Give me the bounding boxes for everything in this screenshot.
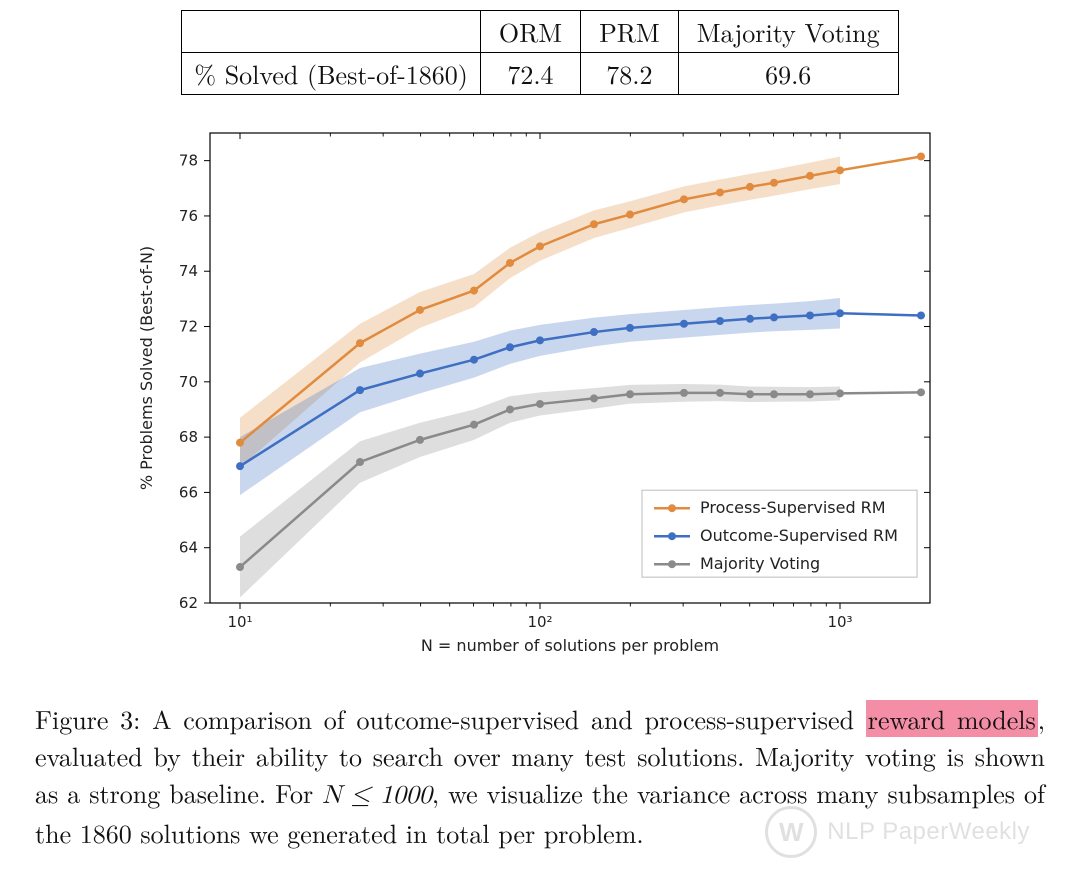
- table-header-row: ORM PRM Majority Voting: [182, 11, 898, 53]
- svg-text:78: 78: [179, 152, 198, 170]
- page-root: ORM PRM Majority Voting % Solved (Best-o…: [0, 0, 1080, 890]
- caption-math: N ≤ 1000: [322, 783, 432, 809]
- chart-container: 62 64 66 68 70 72 74 76 78 10¹ 10² 10³ N = number of…: [120, 113, 960, 673]
- table-data-row: % Solved (Best-of-1860) 72.4 78.2 69.6: [182, 53, 898, 95]
- caption-prefix: Figure 3: A comparison of outcome-superv…: [35, 700, 866, 737]
- col-majority: Majority Voting: [678, 11, 898, 53]
- caption-highlight: reward models: [866, 700, 1038, 737]
- svg-text:76: 76: [179, 207, 198, 225]
- svg-text:10³: 10³: [827, 613, 852, 631]
- svg-text:74: 74: [179, 262, 198, 280]
- val-prm: 78.2: [581, 53, 679, 95]
- svg-text:62: 62: [179, 594, 198, 612]
- chart-svg: 62 64 66 68 70 72 74 76 78 10¹ 10² 10³ N = number of…: [120, 113, 960, 673]
- svg-text:10¹: 10¹: [227, 613, 252, 631]
- svg-text:72: 72: [179, 318, 198, 336]
- svg-text:66: 66: [179, 483, 198, 501]
- val-majority: 69.6: [678, 53, 898, 95]
- col-prm: PRM: [581, 11, 679, 53]
- svg-text:% Problems Solved (Best-of-N): % Problems Solved (Best-of-N): [137, 246, 156, 490]
- svg-text:70: 70: [179, 373, 198, 391]
- svg-text:N = number of solutions per pr: N = number of solutions per problem: [421, 636, 719, 655]
- results-table: ORM PRM Majority Voting % Solved (Best-o…: [181, 10, 898, 95]
- svg-text:68: 68: [179, 428, 198, 446]
- svg-text:Outcome-Supervised RM: Outcome-Supervised RM: [700, 526, 898, 545]
- figure-caption: Figure 3: A comparison of outcome-superv…: [35, 701, 1045, 852]
- svg-text:10²: 10²: [527, 613, 552, 631]
- svg-text:Majority Voting: Majority Voting: [700, 554, 820, 573]
- table-corner-cell: [182, 11, 480, 53]
- svg-text:Process-Supervised RM: Process-Supervised RM: [700, 498, 886, 517]
- row-label: % Solved (Best-of-1860): [182, 53, 480, 95]
- svg-text:64: 64: [179, 539, 198, 557]
- col-orm: ORM: [480, 11, 580, 53]
- val-orm: 72.4: [480, 53, 580, 95]
